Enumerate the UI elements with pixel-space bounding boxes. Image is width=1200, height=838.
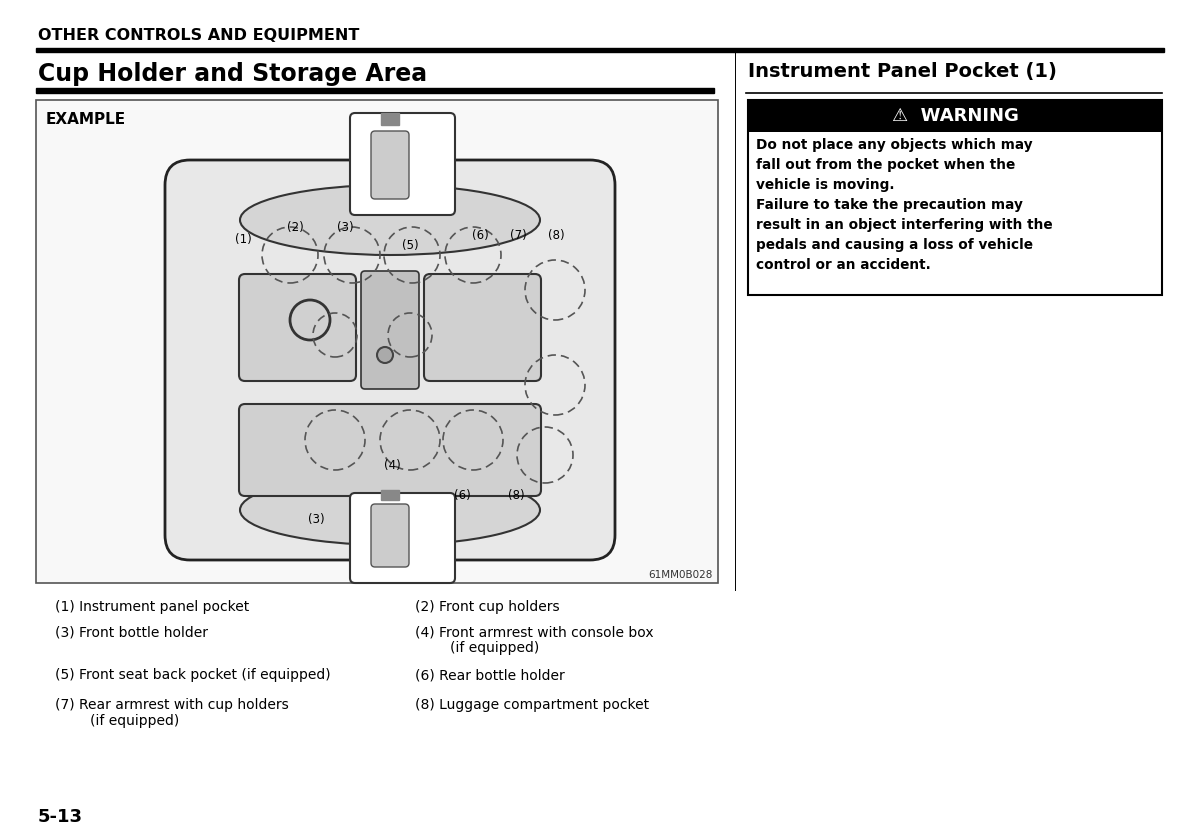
Text: OTHER CONTROLS AND EQUIPMENT: OTHER CONTROLS AND EQUIPMENT — [38, 28, 359, 43]
Text: (7): (7) — [510, 229, 527, 241]
Text: 61MM0B028: 61MM0B028 — [649, 570, 713, 580]
Bar — [36, 48, 1164, 52]
Text: (6): (6) — [472, 229, 488, 241]
Text: Instrument Panel Pocket (1): Instrument Panel Pocket (1) — [748, 62, 1057, 81]
FancyBboxPatch shape — [350, 113, 455, 215]
Text: Cup Holder and Storage Area: Cup Holder and Storage Area — [38, 62, 427, 86]
FancyBboxPatch shape — [371, 504, 409, 567]
Text: (1) Instrument panel pocket: (1) Instrument panel pocket — [55, 600, 250, 614]
Text: (3): (3) — [307, 514, 324, 526]
Text: (5) Front seat back pocket (if equipped): (5) Front seat back pocket (if equipped) — [55, 668, 331, 682]
FancyBboxPatch shape — [239, 274, 356, 381]
FancyBboxPatch shape — [166, 160, 616, 560]
Text: Do not place any objects which may
fall out from the pocket when the
vehicle is : Do not place any objects which may fall … — [756, 138, 1052, 272]
Bar — [748, 100, 1162, 295]
Text: (1): (1) — [235, 234, 251, 246]
FancyBboxPatch shape — [361, 271, 419, 389]
Bar — [36, 100, 718, 583]
Ellipse shape — [240, 185, 540, 255]
FancyBboxPatch shape — [371, 131, 409, 199]
Bar — [36, 88, 714, 93]
Ellipse shape — [240, 475, 540, 545]
Text: ⚠  WARNING: ⚠ WARNING — [892, 107, 1019, 125]
Text: (7) Rear armrest with cup holders
        (if equipped): (7) Rear armrest with cup holders (if eq… — [55, 698, 289, 728]
Text: (3): (3) — [337, 221, 353, 235]
Bar — [382, 490, 398, 500]
Bar — [382, 113, 398, 125]
Text: (2) Front cup holders: (2) Front cup holders — [415, 600, 559, 614]
Text: (8) Luggage compartment pocket: (8) Luggage compartment pocket — [415, 698, 649, 712]
Text: (5): (5) — [402, 239, 419, 251]
Text: EXAMPLE: EXAMPLE — [46, 112, 126, 127]
FancyBboxPatch shape — [239, 404, 541, 496]
Text: (6) Rear bottle holder: (6) Rear bottle holder — [415, 668, 565, 682]
Text: (4): (4) — [384, 458, 401, 472]
Text: (8): (8) — [547, 229, 564, 241]
Text: 5-13: 5-13 — [38, 808, 83, 826]
FancyBboxPatch shape — [424, 274, 541, 381]
Text: (8): (8) — [508, 489, 524, 501]
Text: (2): (2) — [287, 221, 304, 235]
Text: (6): (6) — [454, 489, 470, 501]
Text: (3) Front bottle holder: (3) Front bottle holder — [55, 625, 208, 639]
Bar — [748, 100, 1162, 132]
FancyBboxPatch shape — [350, 493, 455, 583]
Text: (4) Front armrest with console box
        (if equipped): (4) Front armrest with console box (if e… — [415, 625, 654, 655]
Circle shape — [377, 347, 394, 363]
